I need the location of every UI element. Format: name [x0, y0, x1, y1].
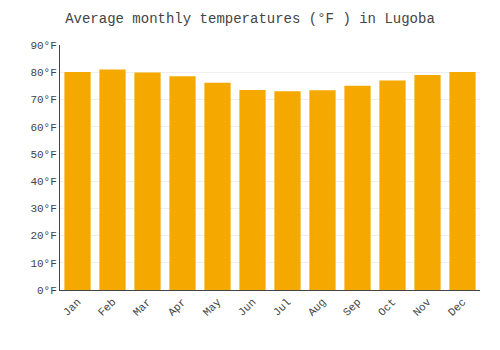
svg-text:70°F: 70°F: [30, 94, 56, 106]
svg-text:90°F: 90°F: [30, 40, 56, 52]
svg-text:Nov: Nov: [411, 296, 434, 319]
svg-text:0°F: 0°F: [37, 285, 57, 297]
svg-text:30°F: 30°F: [30, 203, 56, 215]
svg-text:Sep: Sep: [341, 296, 363, 318]
svg-text:Aug: Aug: [306, 296, 328, 318]
svg-text:40°F: 40°F: [30, 176, 56, 188]
svg-text:Average monthly temperatures (: Average monthly temperatures (°F ) in Lu…: [65, 11, 435, 27]
svg-text:May: May: [201, 296, 224, 319]
svg-text:Apr: Apr: [166, 296, 188, 318]
svg-text:Jan: Jan: [61, 296, 83, 318]
svg-text:20°F: 20°F: [30, 230, 56, 242]
svg-text:50°F: 50°F: [30, 149, 56, 161]
svg-text:Feb: Feb: [96, 296, 118, 318]
svg-text:Mar: Mar: [131, 296, 153, 318]
svg-text:10°F: 10°F: [30, 258, 56, 270]
svg-text:Dec: Dec: [446, 296, 468, 318]
svg-text:60°F: 60°F: [30, 122, 56, 134]
svg-text:Jul: Jul: [271, 296, 293, 318]
svg-text:Jun: Jun: [236, 296, 258, 318]
svg-text:80°F: 80°F: [30, 67, 56, 79]
svg-text:Oct: Oct: [376, 296, 398, 318]
